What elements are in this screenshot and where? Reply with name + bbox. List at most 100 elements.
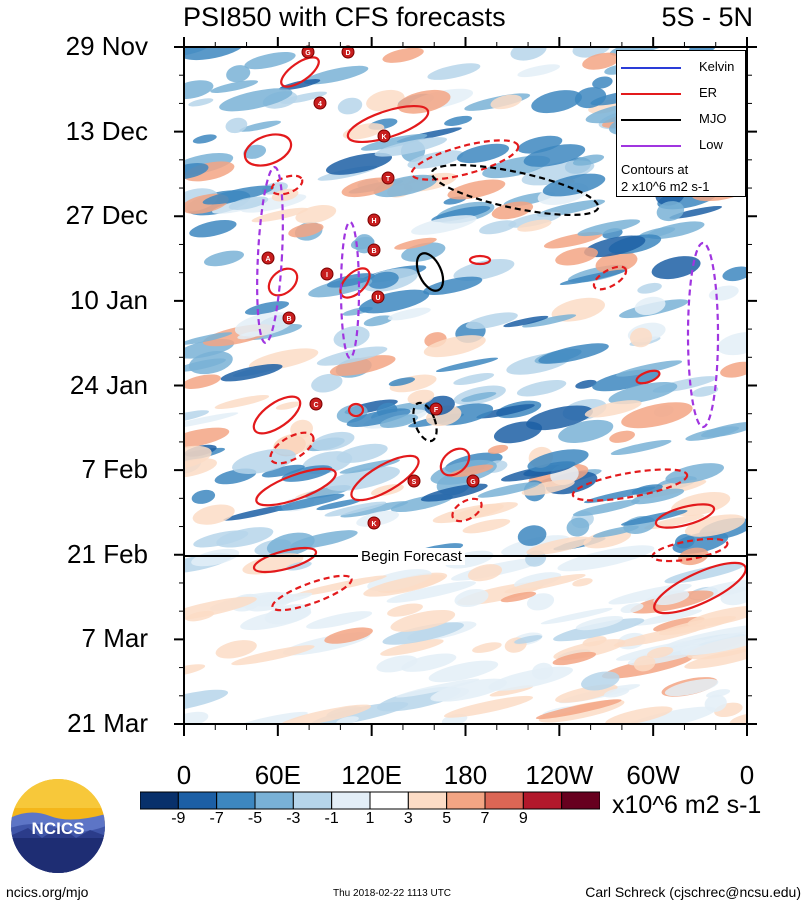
legend-label: MJO: [699, 111, 727, 126]
field-cell: [427, 63, 481, 80]
x-tick-label: 0: [176, 760, 192, 790]
field-cell: [452, 502, 518, 520]
field-cell: [337, 97, 363, 115]
legend-item: Kelvin: [617, 57, 747, 79]
field-cell: [553, 618, 645, 642]
colorbar-label: 5: [442, 810, 452, 827]
field-cell: [191, 548, 240, 567]
storm-marker-label: A: [265, 256, 270, 263]
wave-contour: [270, 174, 304, 196]
y-tick-label: 7 Feb: [81, 454, 149, 485]
x-tick-label: 60W: [626, 760, 680, 790]
field-cell: [435, 357, 499, 373]
colorbar-swatch: [561, 791, 600, 810]
field-cell: [293, 575, 387, 597]
field-cell: [577, 219, 641, 237]
field-cell: [527, 449, 589, 472]
field-cell: [665, 463, 724, 484]
field-cell: [184, 332, 233, 345]
field-cell: [324, 501, 387, 517]
wave-contour: [430, 163, 600, 217]
x-tick-label: 120E: [341, 760, 403, 790]
legend-swatch: [621, 145, 681, 147]
field-cell: [448, 464, 494, 478]
wave-contour: [415, 252, 445, 292]
wave-contour: [255, 467, 337, 507]
field-cell: [566, 517, 590, 537]
field-cell: [621, 706, 717, 724]
field-cell: [379, 414, 419, 428]
storm-marker: K: [377, 129, 391, 143]
field-cell: [340, 501, 409, 518]
field-cell: [184, 410, 209, 423]
wave-contour: [451, 497, 483, 523]
wave-contour: [252, 395, 302, 435]
field-cell: [184, 596, 257, 621]
field-cell: [231, 645, 315, 666]
y-tick-label: 21 Feb: [67, 538, 148, 569]
field-cell: [559, 269, 627, 285]
wave-contour: [346, 104, 430, 144]
field-cell: [476, 404, 535, 419]
field-cell: [552, 651, 597, 666]
field-cell: [266, 532, 315, 557]
colorbar-swatch: [522, 791, 563, 810]
wave-contour: [252, 546, 318, 574]
field-cell: [407, 389, 435, 405]
field-cell: [325, 152, 393, 175]
field-cell: [336, 716, 359, 724]
field-cell: [651, 256, 701, 280]
field-cell: [521, 160, 595, 186]
wave-contour: [339, 267, 371, 299]
wave-contour: [271, 574, 353, 612]
colorbar-swatch: [254, 791, 294, 810]
field-cell: [522, 314, 577, 328]
field-cell: [608, 583, 692, 605]
field-cell: [411, 215, 477, 235]
field-cell: [500, 591, 537, 603]
field-cell: [232, 711, 308, 724]
field-cell: [329, 355, 396, 376]
field-cell: [538, 343, 609, 364]
field-cell: [373, 174, 438, 198]
x-tick-label: 60E: [254, 760, 301, 790]
field-cell: [685, 426, 740, 441]
storm-marker: U: [371, 290, 385, 304]
field-cell: [341, 177, 394, 198]
wave-contour: [347, 402, 365, 418]
x-tick-label: 180: [443, 760, 488, 790]
field-cell: [225, 117, 248, 134]
field-cell: [192, 134, 217, 144]
footer-website[interactable]: ncics.org/mjo: [6, 884, 89, 900]
field-cell: [521, 479, 575, 496]
field-cell: [491, 201, 534, 220]
storm-marker-label: I: [326, 272, 328, 279]
field-cell: [523, 144, 586, 167]
field-cell: [189, 219, 237, 238]
field-cell: [380, 639, 444, 656]
storm-marker: I: [320, 267, 334, 281]
field-cell: [717, 332, 747, 356]
field-cell: [288, 222, 324, 238]
field-cell: [613, 625, 706, 647]
contour-note-line2: 2 x10^6 m2 s-1: [621, 179, 710, 194]
storm-marker-label: C: [313, 402, 318, 409]
field-cell: [368, 271, 399, 289]
field-cell: [508, 211, 562, 228]
y-tick-label: 24 Jan: [69, 369, 148, 400]
field-cell: [387, 307, 431, 321]
wave-contour: [410, 139, 520, 181]
field-cell: [203, 250, 245, 267]
field-cell: [188, 98, 214, 107]
legend-label: Kelvin: [699, 59, 735, 74]
field-cell: [516, 379, 567, 397]
field-cell: [215, 640, 257, 659]
field-cell: [510, 47, 547, 61]
storm-marker: C: [309, 397, 323, 411]
field-cell: [621, 509, 688, 526]
field-cell: [621, 402, 693, 429]
colorbar-swatch: [484, 791, 524, 810]
field-cell: [531, 90, 582, 114]
field-cell: [462, 518, 511, 534]
y-tick-label: 27 Dec: [65, 200, 148, 231]
